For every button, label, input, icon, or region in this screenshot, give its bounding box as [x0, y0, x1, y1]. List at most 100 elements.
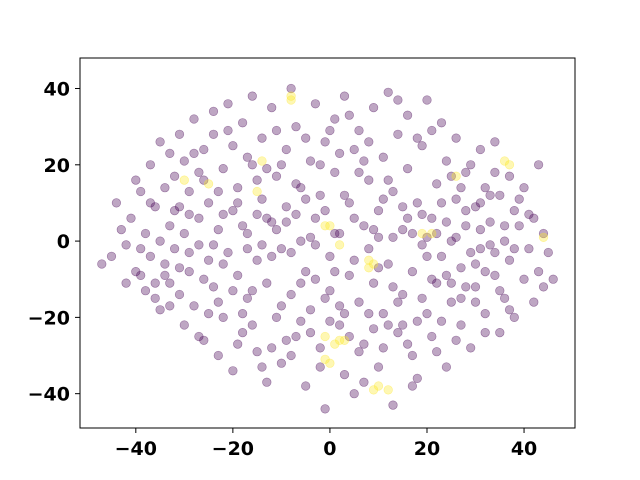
scatter-point: [417, 141, 427, 151]
scatter-point: [155, 236, 165, 246]
scatter-point: [121, 278, 131, 288]
scatter-point: [271, 125, 282, 136]
scatter-point: [475, 225, 486, 235]
scatter-point: [296, 316, 306, 326]
scatter-point: [398, 202, 408, 212]
highlight-point: [286, 91, 296, 101]
scatter-point: [310, 213, 321, 223]
scatter-point: [495, 190, 505, 200]
scatter-point: [451, 194, 461, 204]
scatter-point: [271, 225, 282, 235]
scatter-point: [233, 339, 243, 349]
highlight-point: [252, 186, 262, 197]
x-tick-label: 40: [511, 438, 537, 460]
scatter-point: [427, 331, 437, 342]
scatter-point: [364, 175, 374, 185]
scatter-point: [359, 377, 369, 387]
scatter-point: [165, 221, 175, 231]
scatter-point: [305, 156, 316, 166]
scatter-point: [451, 232, 461, 242]
scatter-point: [432, 179, 442, 189]
scatter-point: [398, 320, 408, 330]
scatter-point: [524, 244, 534, 254]
scatter-point: [325, 316, 335, 326]
scatter-point: [490, 270, 500, 281]
scatter-point: [461, 206, 471, 216]
scatter-point: [470, 259, 481, 269]
scatter-point: [106, 251, 117, 261]
scatter-point: [359, 221, 369, 231]
scatter-point: [339, 190, 350, 200]
highlight-point: [369, 259, 379, 269]
scatter-point: [378, 343, 388, 353]
scatter-point: [422, 309, 432, 319]
highlight-point: [364, 255, 374, 265]
scatter-point: [432, 347, 442, 357]
highlight-point: [364, 263, 374, 273]
scatter-point: [276, 301, 287, 311]
scatter-point: [373, 206, 384, 216]
scatter-point: [286, 350, 296, 361]
scatter-point: [305, 328, 316, 338]
scatter-point: [451, 335, 461, 345]
scatter-point: [208, 106, 219, 116]
scatter-point: [267, 217, 277, 227]
scatter-point: [199, 144, 209, 155]
scatter-point: [131, 175, 141, 185]
scatter-point: [325, 125, 335, 136]
scatter-point: [349, 144, 359, 155]
scatter-point: [529, 213, 539, 223]
scatter-point: [247, 160, 257, 170]
scatter-point: [432, 228, 442, 239]
scatter-point: [184, 267, 194, 277]
x-axis: −40 −20 0 20 40: [115, 428, 537, 460]
x-tick-label: 20: [414, 438, 440, 460]
scatter-point: [393, 297, 403, 307]
scatter-point: [184, 247, 194, 258]
scatter-point: [204, 309, 214, 319]
scatter-point: [383, 175, 393, 185]
scatter-point: [170, 171, 180, 181]
scatter-point: [335, 320, 345, 330]
highlight-point: [325, 358, 335, 368]
scatter-point: [378, 152, 388, 162]
scatter-point: [315, 190, 325, 200]
scatter-point: [145, 198, 155, 208]
scatter-point: [208, 282, 219, 292]
highlight-point: [320, 331, 330, 342]
scatter-point: [252, 175, 262, 185]
scatter-point: [407, 267, 418, 277]
scatter-point: [388, 232, 398, 242]
scatter-point: [335, 301, 345, 311]
scatter-point: [417, 240, 427, 250]
scatter-point: [475, 144, 486, 155]
scatter-point: [165, 148, 175, 158]
scatter-point: [446, 297, 456, 307]
scatter-point: [208, 129, 219, 139]
scatter-point: [257, 133, 267, 143]
scatter-point: [456, 320, 466, 330]
scatter-point: [373, 263, 384, 273]
points-layer: [97, 83, 558, 414]
scatter-point: [174, 129, 185, 139]
scatter-point: [223, 247, 233, 258]
scatter-point: [160, 259, 170, 269]
scatter-point: [364, 244, 374, 254]
scatter-point: [189, 114, 199, 124]
scatter-point: [485, 240, 495, 250]
scatter-point: [170, 206, 180, 216]
scatter-point: [349, 389, 359, 399]
scatter-point: [170, 244, 180, 254]
scatter-point: [160, 183, 170, 193]
scatter-point: [451, 133, 461, 143]
scatter-point: [252, 209, 262, 219]
scatter-point: [422, 232, 432, 242]
scatter-point: [242, 293, 252, 303]
scatter-point: [480, 309, 490, 319]
scatter-point: [228, 286, 238, 296]
scatter-point: [475, 244, 486, 254]
scatter-point: [194, 167, 204, 177]
scatter-point: [344, 331, 354, 342]
scatter-point: [529, 297, 539, 307]
scatter-point: [291, 331, 301, 342]
